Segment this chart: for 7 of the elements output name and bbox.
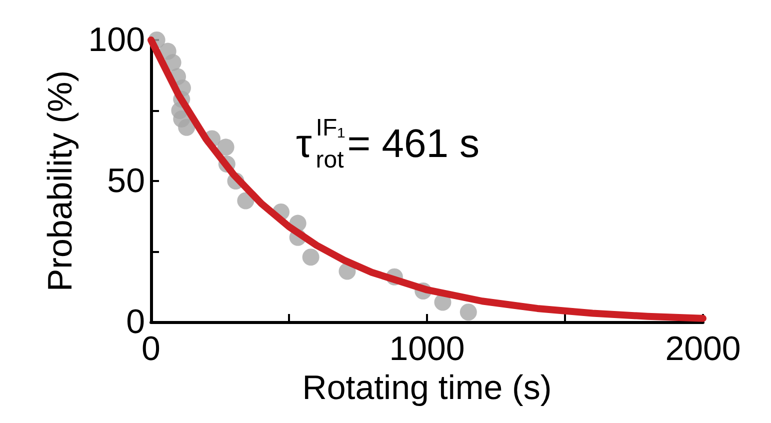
y-tick-label: 100 — [88, 21, 145, 59]
x-tick-label: 1000 — [389, 330, 465, 368]
x-axis-title: Rotating time (s) — [302, 368, 552, 407]
y-axis-title: Probability (%) — [41, 70, 80, 292]
x-tick-label: 2000 — [665, 330, 741, 368]
y-tick-label: 0 — [126, 303, 145, 341]
y-tick-label: 50 — [107, 162, 145, 200]
